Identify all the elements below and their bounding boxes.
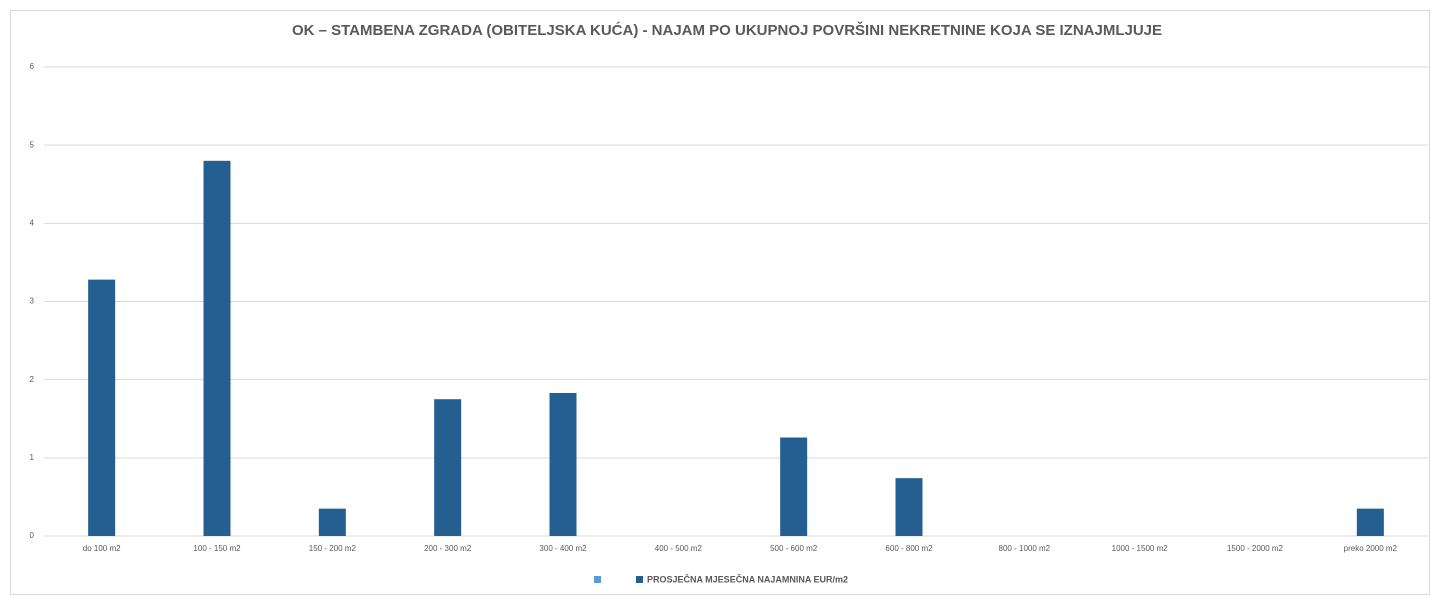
bar: [203, 160, 231, 537]
x-tick-label: preko 2000 m2: [1344, 544, 1398, 553]
chart-border: [10, 10, 1430, 595]
x-tick-label: do 100 m2: [83, 544, 121, 553]
legend-marker-empty: [594, 576, 601, 583]
y-tick-label: 2: [30, 375, 35, 384]
bar: [895, 478, 923, 536]
bar: [1356, 508, 1384, 536]
bar: [780, 437, 808, 536]
x-tick-label: 800 - 1000 m2: [999, 544, 1051, 553]
x-tick-label: 400 - 500 m2: [655, 544, 703, 553]
y-tick-label: 5: [30, 140, 35, 149]
y-tick-label: 4: [30, 218, 35, 227]
y-tick-label: 3: [30, 297, 35, 306]
y-tick-label: 1: [30, 453, 35, 462]
x-tick-label: 1000 - 1500 m2: [1112, 544, 1169, 553]
x-tick-label: 600 - 800 m2: [885, 544, 933, 553]
x-tick-label: 1500 - 2000 m2: [1227, 544, 1284, 553]
bar: [88, 279, 116, 536]
bar: [549, 392, 577, 536]
bar: [318, 508, 346, 536]
x-tick-label: 300 - 400 m2: [539, 544, 587, 553]
chart-title: OK – STAMBENA ZGRADA (OBITELJSKA KUĆA) -…: [292, 21, 1162, 39]
y-tick-label: 6: [30, 62, 35, 71]
legend-label: PROSJEČNA MJESEČNA NAJAMNINA EUR/m2: [647, 573, 848, 584]
x-tick-label: 500 - 600 m2: [770, 544, 818, 553]
x-tick-label: 150 - 200 m2: [309, 544, 357, 553]
x-tick-label: 100 - 150 m2: [193, 544, 241, 553]
bar: [434, 399, 462, 536]
y-tick-label: 0: [30, 531, 35, 540]
legend-marker: [636, 576, 643, 583]
x-tick-label: 200 - 300 m2: [424, 544, 472, 553]
